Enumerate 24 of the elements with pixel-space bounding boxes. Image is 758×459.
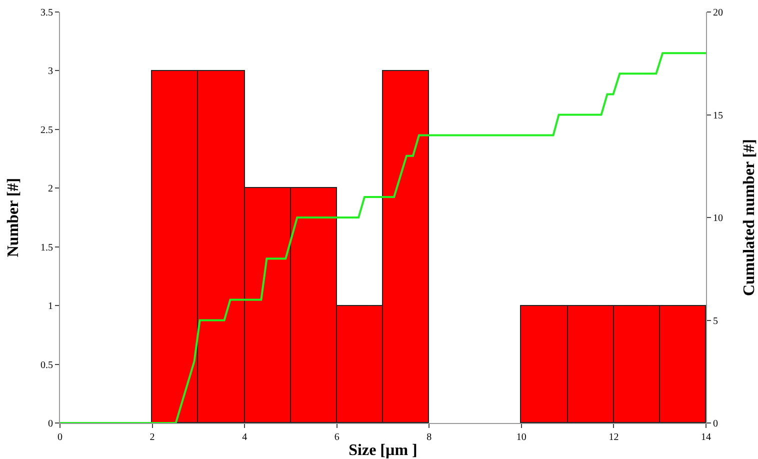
x-tick-label: 0 (58, 432, 62, 443)
y2-tick-label: 0 (713, 418, 718, 430)
y-axis-title: Number [#] (5, 178, 22, 258)
y-tick-label: 0.5 (40, 360, 53, 371)
y-tick-label: 2.5 (40, 124, 53, 136)
y2-tick-label: 5 (713, 316, 718, 327)
y-tick-label: 3.5 (40, 8, 53, 18)
y2-axis-title: Cumulated number [#] (741, 138, 758, 296)
y-tick-label: 3 (48, 66, 53, 78)
x-tick-label: 2 (150, 432, 155, 443)
x-tick-label: 12 (608, 432, 619, 443)
x-tick-label: 14 (701, 432, 711, 443)
y-tick-label: 2 (48, 184, 53, 195)
y2-tick-label: 10 (713, 213, 723, 224)
x-tick-label: 8 (426, 432, 432, 443)
y-tick-label: 1 (48, 301, 53, 312)
x-tick-label: 10 (516, 432, 526, 443)
y2-tick-label: 15 (713, 110, 723, 122)
x-tick-label: 4 (242, 432, 248, 443)
y-tick-label: 1.5 (40, 242, 53, 254)
y-tick-label: 0 (48, 418, 53, 430)
x-tick-label: 6 (334, 432, 340, 443)
y2-tick-label: 20 (713, 8, 723, 18)
x-axis-title: Size [µm ] (348, 442, 418, 459)
